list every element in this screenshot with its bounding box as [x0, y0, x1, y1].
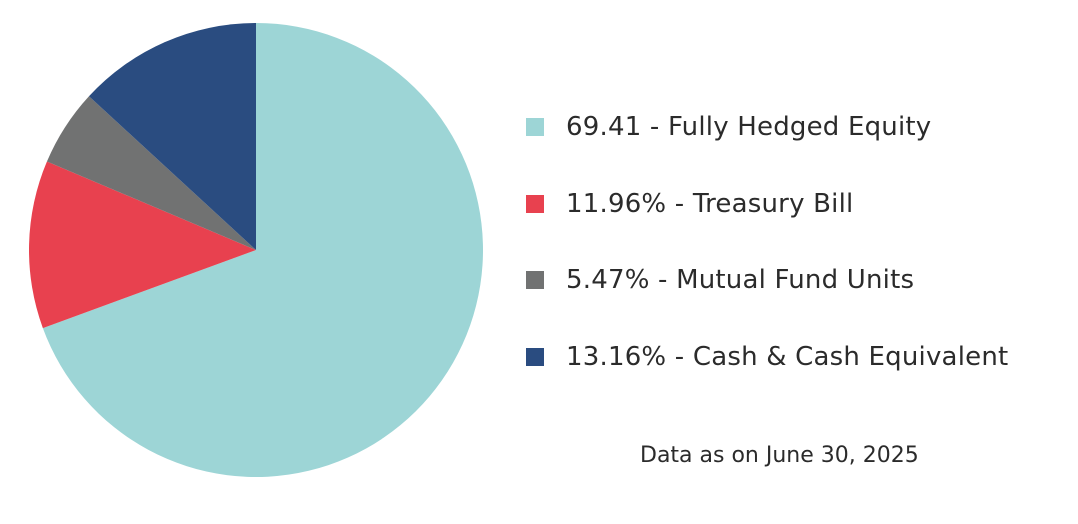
legend-item-cash-equivalent: 13.16% - Cash & Cash Equivalent — [526, 338, 1071, 376]
pie-slice-fully-hedged-equity — [42, 22, 484, 478]
legend: 69.41 - Fully Hedged Equity 11.96% - Tre… — [526, 108, 1071, 414]
data-date-note: Data as on June 30, 2025 — [640, 443, 919, 468]
legend-swatch — [526, 271, 544, 289]
pie-slice-mutual-fund-units — [46, 96, 256, 250]
pie-slices — [29, 22, 484, 478]
pie-slice-cash-and-cash-equivalent — [88, 23, 256, 250]
legend-label: 11.96% - Treasury Bill — [566, 188, 854, 219]
legend-swatch — [526, 347, 544, 366]
legend-swatch — [526, 118, 544, 136]
legend-label: 13.16% - Cash & Cash Equivalent — [566, 341, 1009, 372]
legend-item-treasury-bill: 11.96% - Treasury Bill — [526, 185, 1071, 223]
legend-label: 69.41 - Fully Hedged Equity — [566, 112, 932, 142]
legend-item-fully-hedged-equity: 69.41 - Fully Hedged Equity — [526, 108, 1071, 146]
legend-swatch — [526, 194, 544, 213]
pie-slice-treasury-bill — [29, 161, 257, 329]
legend-item-mutual-fund-units: 5.47% - Mutual Fund Units — [526, 261, 1071, 299]
legend-label: 5.47% - Mutual Fund Units — [566, 265, 915, 295]
